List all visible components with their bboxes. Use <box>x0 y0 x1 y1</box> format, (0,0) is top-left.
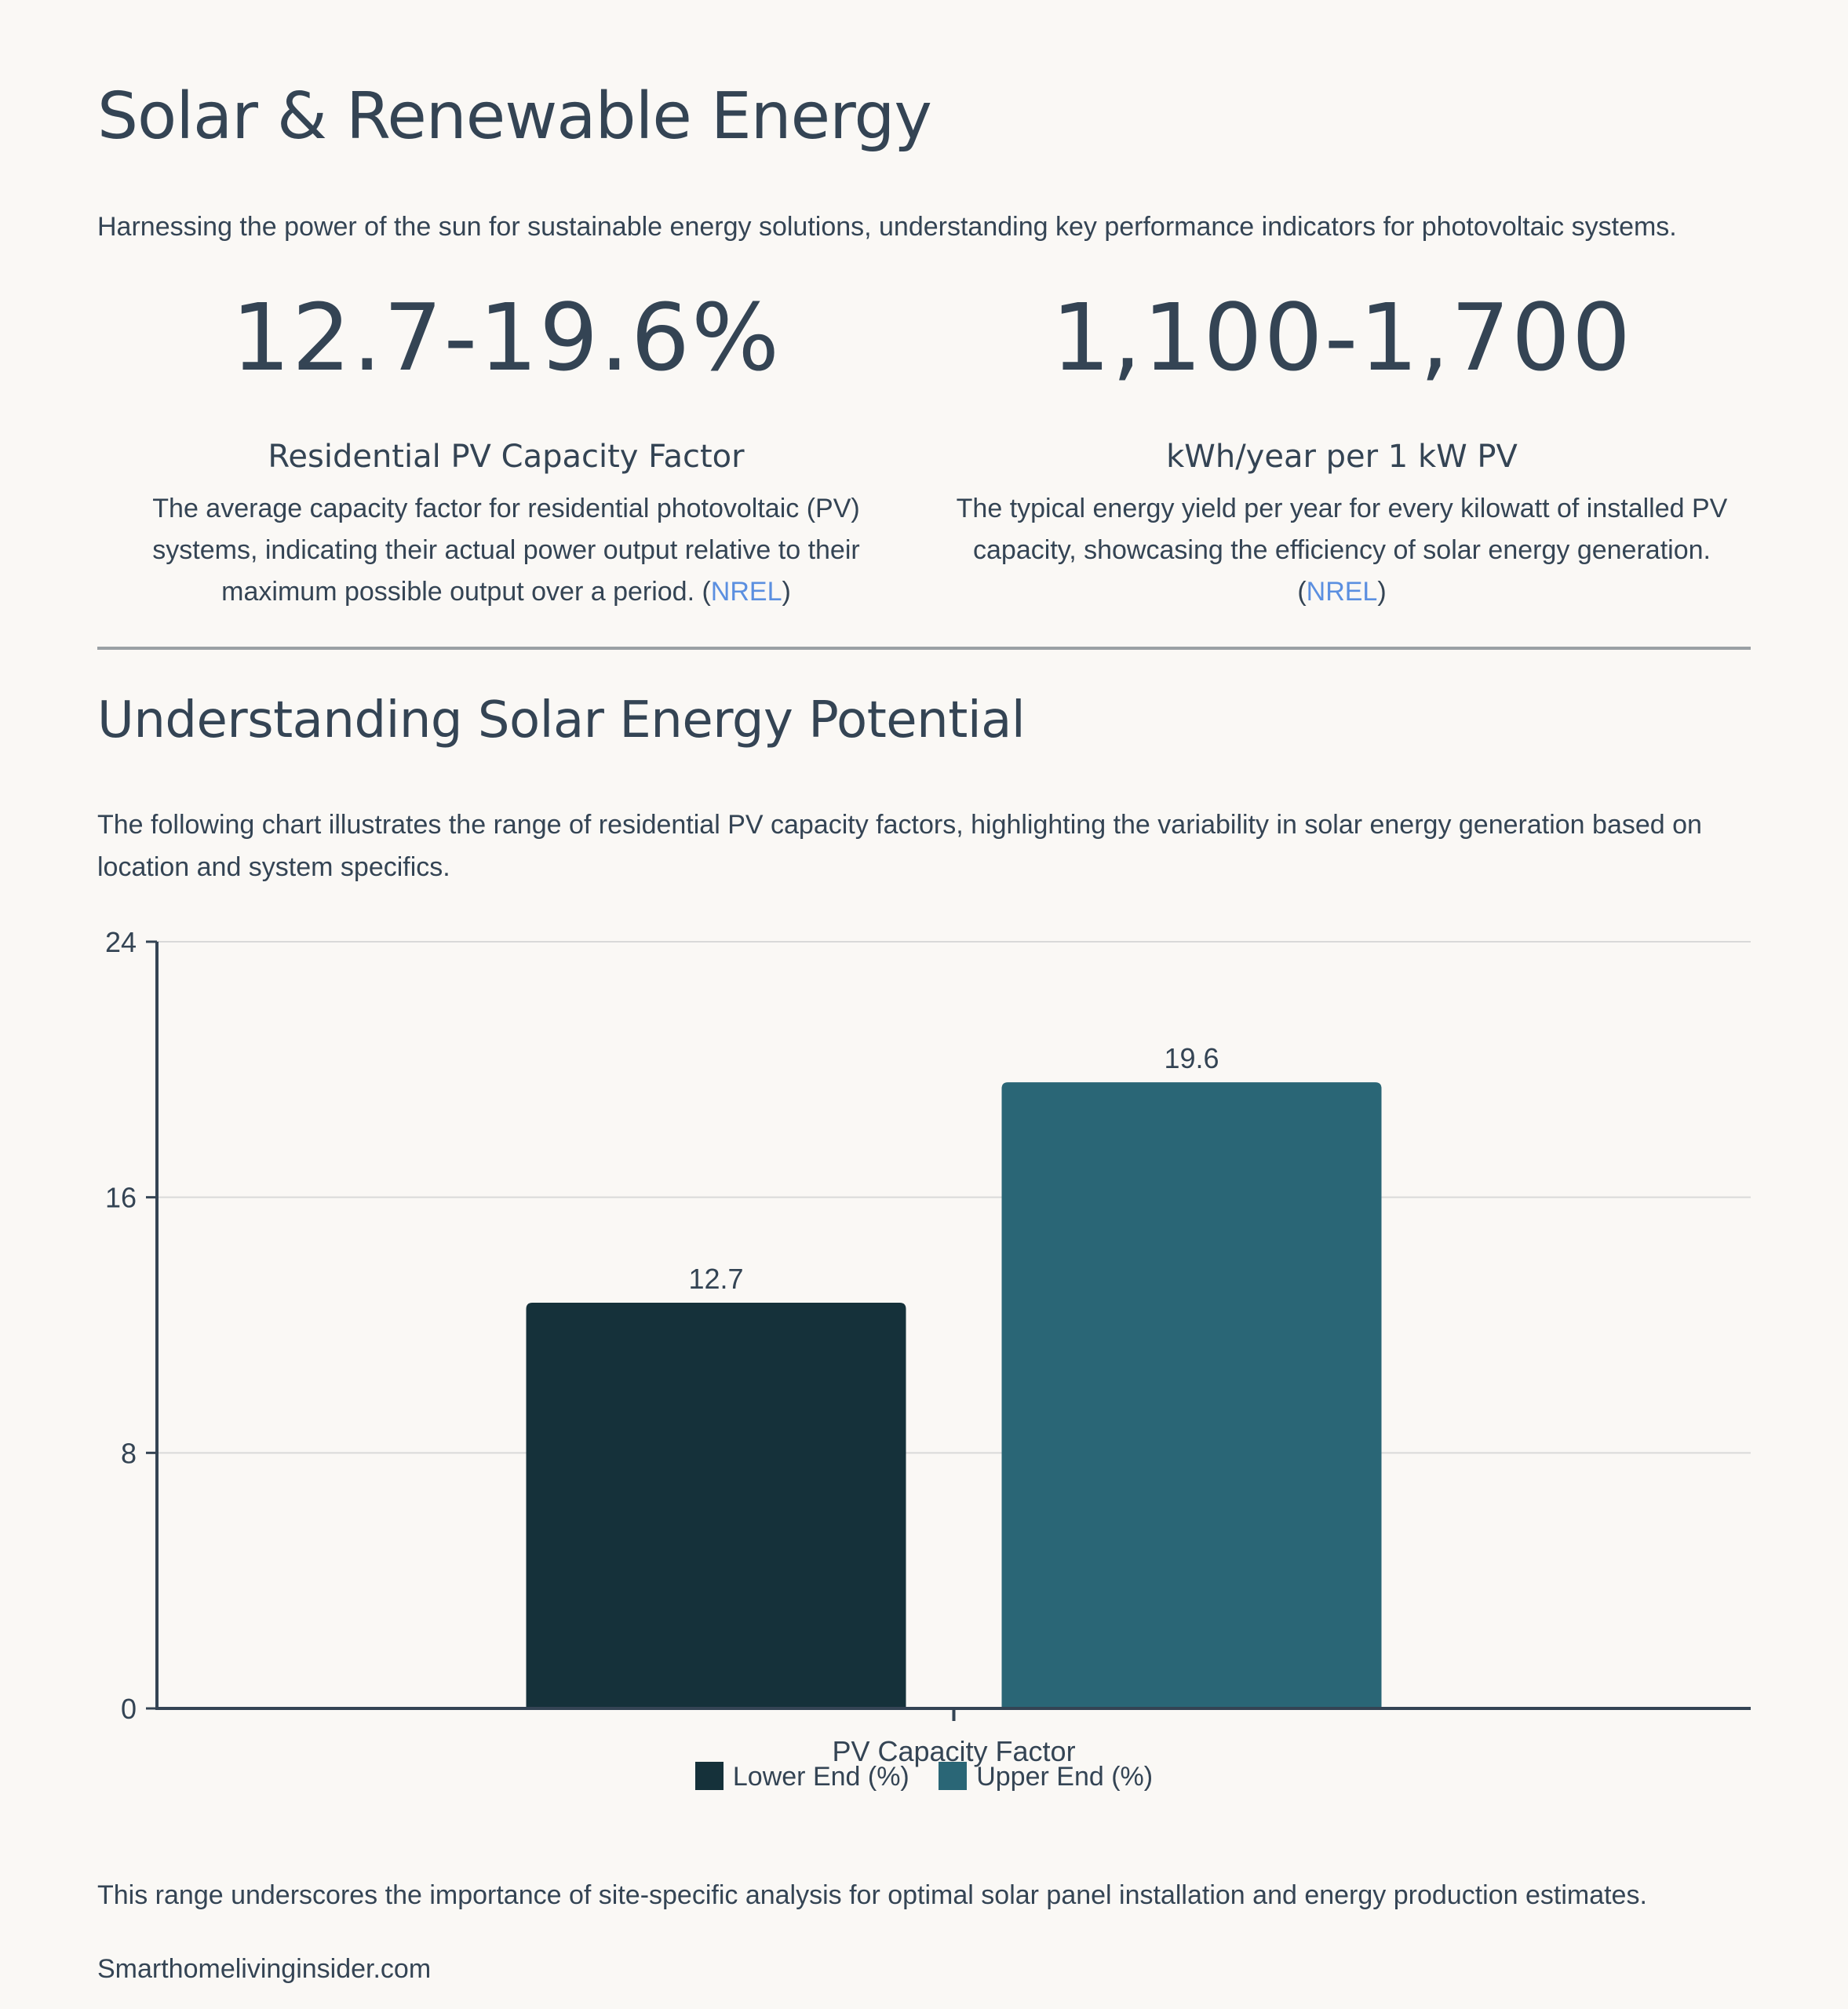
page-title: Solar & Renewable Energy <box>97 79 932 154</box>
source-link-nrel[interactable]: NREL <box>710 577 782 607</box>
stat-value: 12.7-19.6% <box>231 283 782 392</box>
section-title: Understanding Solar Energy Potential <box>97 691 1026 749</box>
stat-description-suffix: ) <box>782 577 791 607</box>
stat-value: 1,100-1,700 <box>1051 283 1633 392</box>
chart-intro-text: The following chart illustrates the rang… <box>97 810 1702 882</box>
stat-description: The typical energy yield per year for ev… <box>950 488 1734 613</box>
legend-item-lower[interactable]: Lower End (%) <box>694 1761 909 1792</box>
stat-description-text: The average capacity factor for resident… <box>152 494 860 607</box>
bar <box>526 1303 906 1708</box>
legend-label: Lower End (%) <box>732 1762 909 1792</box>
y-tick-label: 24 <box>105 926 137 958</box>
bar <box>1001 1082 1382 1708</box>
legend-item-upper[interactable]: Upper End (%) <box>939 1761 1153 1792</box>
legend-swatch-upper <box>939 1762 968 1790</box>
intro-text: Harnessing the power of the sun for sust… <box>97 212 1677 242</box>
stat-card-energy-yield: 1,100-1,700 kWh/year per 1 kW PV The typ… <box>950 283 1734 613</box>
data-label: 12.7 <box>688 1263 743 1295</box>
y-tick-label: 0 <box>121 1693 137 1725</box>
outro-text: This range underscores the importance of… <box>97 1880 1647 1910</box>
x-tick-label: PV Capacity Factor <box>832 1735 1075 1767</box>
chart-legend: Lower End (%) Upper End (%) <box>0 1761 1848 1792</box>
stat-label: kWh/year per 1 kW PV <box>1166 439 1518 475</box>
y-tick-label: 8 <box>121 1437 137 1469</box>
legend-swatch-lower <box>694 1762 724 1790</box>
source-link-nrel[interactable]: NREL <box>1306 577 1378 607</box>
section-divider <box>97 647 1751 650</box>
legend-label: Upper End (%) <box>976 1762 1154 1792</box>
stat-description: The average capacity factor for resident… <box>114 488 898 613</box>
site-credit: Smarthomelivinginsider.com <box>97 1954 432 1984</box>
data-label: 19.6 <box>1164 1042 1219 1074</box>
stat-description-suffix: ) <box>1377 577 1387 607</box>
stat-card-capacity-factor: 12.7-19.6% Residential PV Capacity Facto… <box>114 283 898 613</box>
stat-description-text: The typical energy yield per year for ev… <box>956 494 1728 607</box>
stat-label: Residential PV Capacity Factor <box>268 439 745 475</box>
y-tick-label: 16 <box>105 1182 137 1214</box>
